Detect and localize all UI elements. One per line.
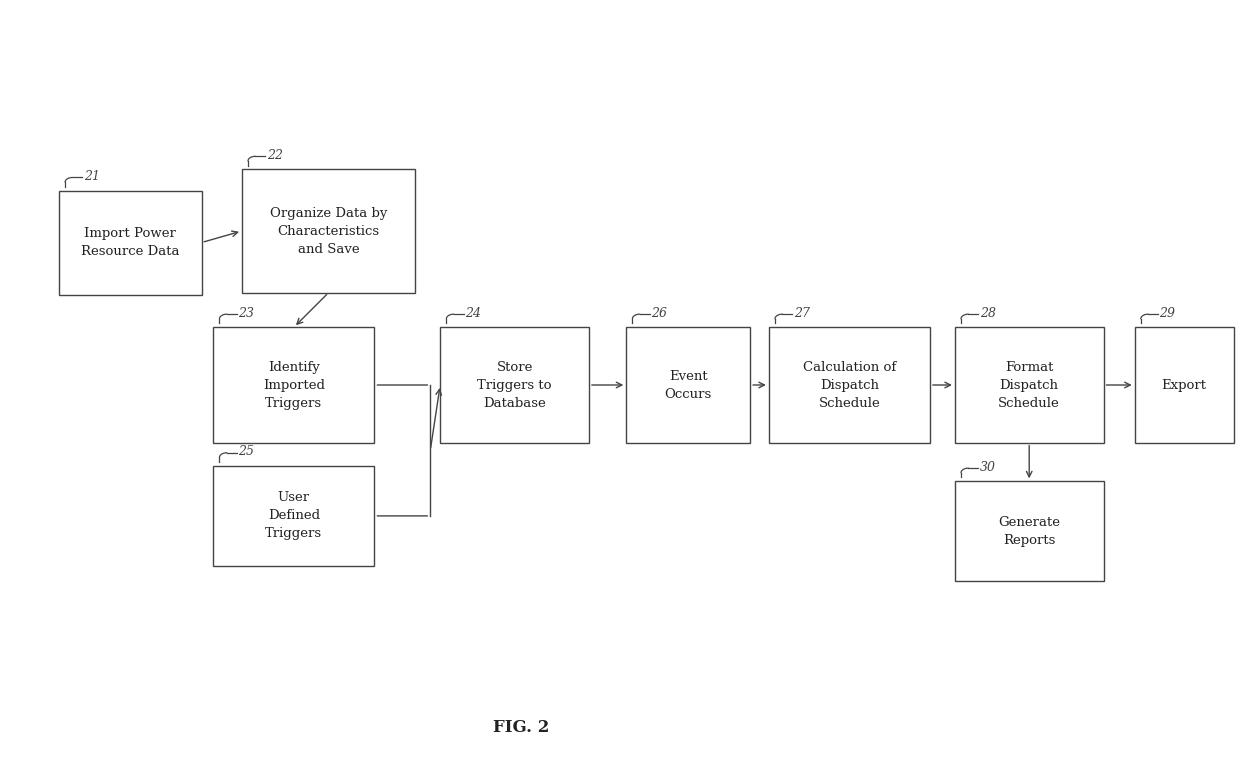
Text: User
Defined
Triggers: User Defined Triggers <box>265 491 322 541</box>
Text: 21: 21 <box>83 170 99 183</box>
Text: Organize Data by
Characteristics
and Save: Organize Data by Characteristics and Sav… <box>270 206 387 256</box>
Bar <box>1135 327 1234 443</box>
Bar <box>769 327 930 443</box>
Text: Export: Export <box>1162 379 1207 391</box>
Text: 28: 28 <box>980 306 996 320</box>
Text: Event
Occurs: Event Occurs <box>665 370 712 400</box>
Bar <box>955 481 1104 581</box>
Text: 30: 30 <box>980 460 996 474</box>
Text: 26: 26 <box>651 306 667 320</box>
Text: Identify
Imported
Triggers: Identify Imported Triggers <box>263 360 325 410</box>
Bar <box>242 169 415 293</box>
Text: Generate
Reports: Generate Reports <box>998 516 1060 547</box>
Bar <box>213 466 374 566</box>
Text: 24: 24 <box>465 306 481 320</box>
Text: FIG. 2: FIG. 2 <box>492 719 549 736</box>
Text: 27: 27 <box>794 306 810 320</box>
Text: 29: 29 <box>1159 306 1176 320</box>
Text: Import Power
Resource Data: Import Power Resource Data <box>81 227 180 258</box>
Bar <box>626 327 750 443</box>
Text: 22: 22 <box>267 149 283 162</box>
Text: Store
Triggers to
Database: Store Triggers to Database <box>477 360 552 410</box>
Text: Format
Dispatch
Schedule: Format Dispatch Schedule <box>998 360 1060 410</box>
Bar <box>58 191 201 295</box>
Bar <box>213 327 374 443</box>
Text: Calculation of
Dispatch
Schedule: Calculation of Dispatch Schedule <box>802 360 897 410</box>
Text: 23: 23 <box>238 306 254 320</box>
Bar <box>440 327 589 443</box>
Bar <box>955 327 1104 443</box>
Text: 25: 25 <box>238 445 254 458</box>
